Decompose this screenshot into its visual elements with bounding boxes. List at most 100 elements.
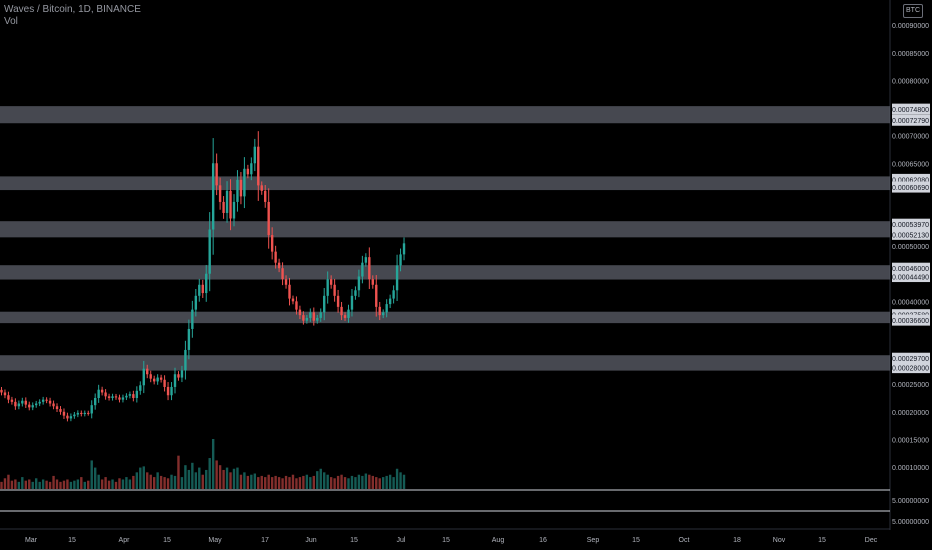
volume-bar bbox=[382, 477, 385, 489]
candle-body bbox=[121, 397, 125, 400]
x-axis-tick-label: 15 bbox=[818, 537, 826, 544]
candle-body bbox=[388, 298, 392, 305]
candle-body bbox=[371, 279, 374, 285]
x-axis-tick-label: 18 bbox=[733, 537, 741, 544]
candle-body bbox=[236, 179, 239, 202]
y-axis-tick-label: 0.00080000 bbox=[892, 78, 929, 85]
y-axis-tick-label: 0.00025000 bbox=[892, 382, 929, 389]
zone-price-label-box bbox=[892, 352, 930, 364]
volume-bar bbox=[170, 474, 173, 489]
volume-bar bbox=[392, 477, 395, 489]
zone-price-label: 0.00046000 bbox=[892, 266, 929, 273]
candle-body bbox=[382, 312, 385, 316]
resistance-zone bbox=[0, 106, 890, 124]
volume-bar bbox=[288, 477, 291, 489]
volume-bar bbox=[180, 477, 184, 489]
candle-body bbox=[66, 415, 69, 419]
volume-bar bbox=[378, 478, 381, 489]
volume-bar bbox=[24, 480, 27, 489]
candle-body bbox=[198, 284, 201, 296]
volume-bar bbox=[291, 474, 295, 489]
candle-body bbox=[218, 185, 222, 202]
candles bbox=[0, 131, 406, 422]
volume-bar bbox=[194, 472, 198, 489]
volume-bar bbox=[142, 466, 145, 489]
candle-body bbox=[104, 392, 107, 397]
volume-bar bbox=[118, 478, 121, 489]
volume-bars bbox=[0, 439, 406, 489]
volume-bar bbox=[38, 481, 41, 489]
volume-bar bbox=[10, 480, 14, 489]
volume-bar bbox=[371, 475, 374, 489]
volume-bar bbox=[76, 479, 80, 489]
volume-bar bbox=[319, 468, 322, 489]
zone-price-label: 0.00036600 bbox=[892, 318, 929, 325]
symbol-title[interactable]: Waves / Bitcoin, 1D, BINANCE bbox=[4, 4, 141, 15]
volume-bar bbox=[329, 477, 333, 489]
volume-bar bbox=[309, 477, 312, 489]
zone-price-label: 0.00060690 bbox=[892, 185, 929, 192]
candle-body bbox=[253, 146, 257, 164]
candle-body bbox=[326, 279, 329, 296]
volume-bar bbox=[132, 475, 135, 489]
volume-bar bbox=[0, 481, 3, 489]
y-axis-tick-label: 0.00015000 bbox=[892, 437, 929, 444]
volume-axis-tick-label: 5.00000000 bbox=[892, 519, 929, 526]
candle-body bbox=[28, 404, 31, 408]
candle-body bbox=[69, 416, 73, 419]
volume-bar bbox=[125, 477, 128, 489]
volume-bar bbox=[201, 474, 204, 489]
candle-body bbox=[211, 163, 215, 230]
candle-body bbox=[163, 379, 166, 387]
candle-body bbox=[55, 406, 59, 410]
candle-body bbox=[80, 412, 83, 415]
candle-body bbox=[364, 257, 368, 263]
volume-bar bbox=[208, 458, 211, 489]
candle-body bbox=[264, 190, 267, 202]
zone-price-label: 0.00028000 bbox=[892, 366, 929, 373]
y-axis-tick-label: 0.00070000 bbox=[892, 134, 929, 141]
x-axis-tick-label: Oct bbox=[679, 537, 690, 544]
candle-body bbox=[87, 412, 90, 414]
candle-body bbox=[156, 377, 159, 382]
volume-bar bbox=[250, 474, 253, 489]
y-axis-tick-label: 0.00050000 bbox=[892, 244, 929, 251]
volume-axis-tick-label: 5.00000000 bbox=[892, 498, 929, 505]
volume-bar bbox=[305, 474, 309, 489]
candle-body bbox=[343, 315, 347, 318]
currency-badge[interactable]: BTC bbox=[903, 4, 923, 18]
resistance-zone bbox=[0, 221, 890, 238]
x-axis-tick-label: Sep bbox=[587, 537, 600, 544]
volume-bar bbox=[152, 477, 156, 489]
candle-body bbox=[107, 396, 111, 398]
candle-body bbox=[205, 273, 208, 294]
volume-bar bbox=[347, 478, 350, 489]
candle-body bbox=[378, 306, 381, 316]
candle-body bbox=[111, 396, 114, 398]
volume-bar bbox=[264, 477, 267, 489]
x-axis-tick-label: Dec bbox=[865, 537, 878, 544]
candle-body bbox=[52, 403, 55, 407]
x-axis-tick-label: 15 bbox=[163, 537, 171, 544]
volume-bar bbox=[17, 481, 21, 489]
zone-price-label-box bbox=[892, 362, 930, 374]
volume-bar bbox=[253, 473, 257, 489]
candle-body bbox=[3, 392, 7, 396]
volume-bar bbox=[395, 468, 399, 489]
volume-bar bbox=[146, 472, 149, 489]
x-axis-tick-label: Jul bbox=[397, 537, 406, 544]
volume-bar bbox=[243, 472, 246, 489]
volume-bar bbox=[340, 474, 343, 489]
volume-label[interactable]: Vol bbox=[4, 16, 18, 27]
candle-body bbox=[93, 397, 97, 406]
x-axis-tick-label: 16 bbox=[539, 537, 547, 544]
candle-body bbox=[14, 401, 17, 407]
candle-body bbox=[354, 290, 357, 296]
candle-body bbox=[21, 400, 24, 404]
volume-bar bbox=[21, 477, 24, 489]
volume-bar bbox=[246, 475, 250, 489]
x-axis-tick-label: Apr bbox=[119, 537, 131, 544]
x-axis-tick-label: 15 bbox=[442, 537, 450, 544]
candle-body bbox=[31, 405, 34, 408]
